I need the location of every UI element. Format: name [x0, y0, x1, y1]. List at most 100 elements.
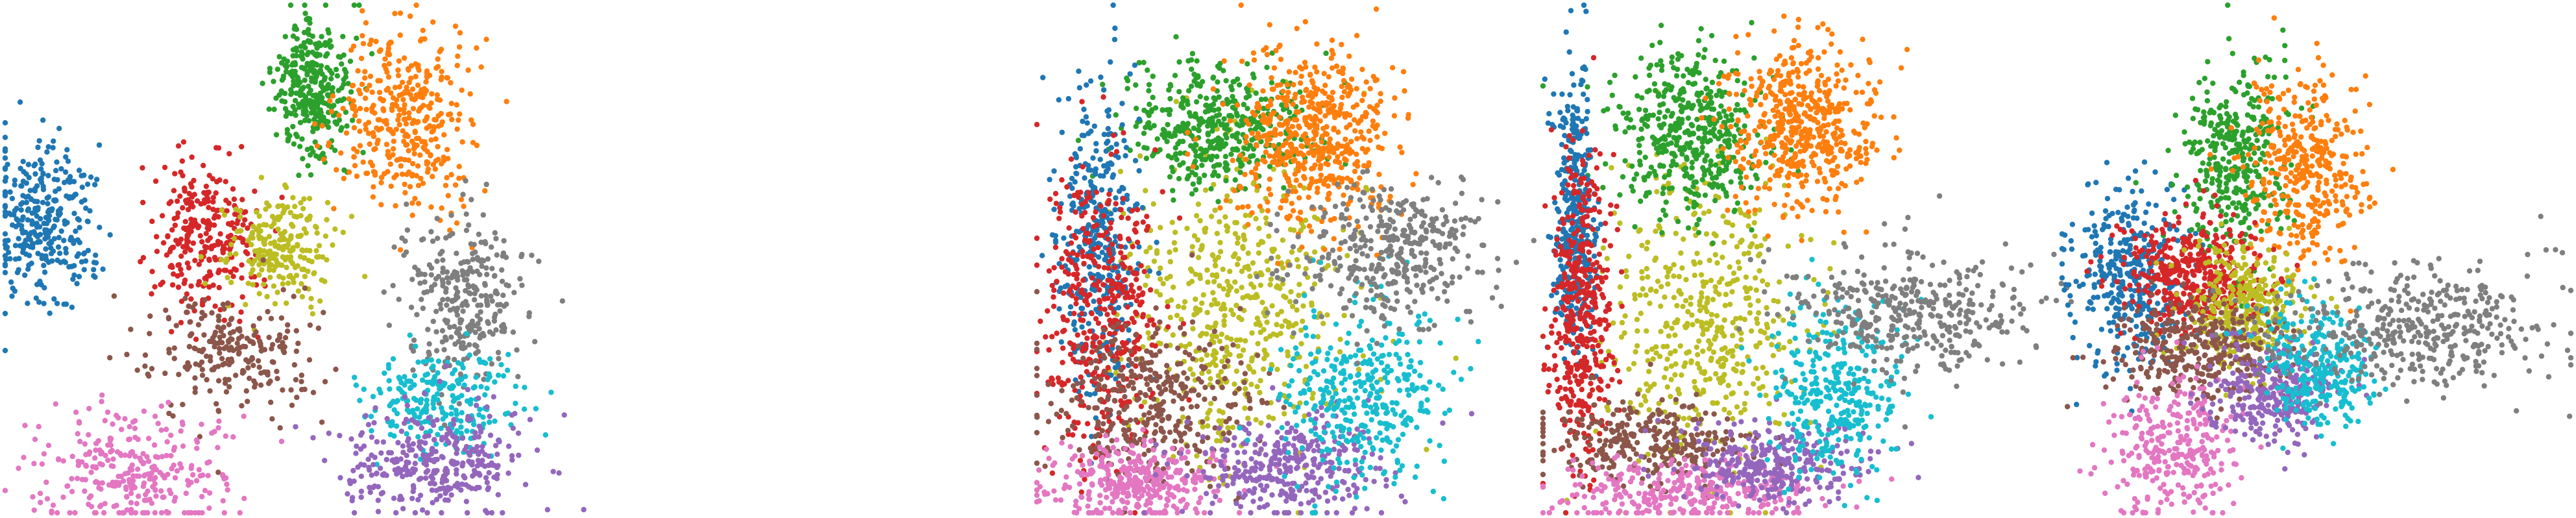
- scatter-point: [513, 401, 518, 406]
- scatter-point: [1326, 149, 1331, 154]
- scatter-point: [256, 228, 261, 234]
- scatter-point: [487, 419, 492, 425]
- scatter-point: [8, 212, 14, 217]
- scatter-point: [1124, 86, 1130, 92]
- scatter-point: [305, 163, 311, 169]
- scatter-point: [1182, 343, 1189, 350]
- scatter-point: [1160, 189, 1165, 195]
- scatter-point: [358, 462, 364, 467]
- scatter-point: [382, 62, 387, 69]
- scatter-point: [1034, 235, 1040, 241]
- cluster-2-points: [260, 2, 375, 179]
- scatter-point: [1289, 249, 1295, 255]
- scatter-point: [1118, 206, 1124, 213]
- scatter-point: [1232, 177, 1238, 183]
- scatter-point: [1287, 109, 1293, 116]
- scatter-point: [480, 443, 485, 449]
- scatter-point: [461, 259, 467, 265]
- scatter-point: [197, 473, 203, 479]
- scatter-point: [1145, 330, 1151, 336]
- scatter-point: [1251, 57, 1258, 63]
- scatter-point: [1226, 99, 1232, 105]
- scatter-point: [45, 443, 52, 449]
- scatter-point: [230, 434, 236, 440]
- scatter-point: [119, 510, 125, 516]
- scatter-point: [1311, 281, 1318, 287]
- scatter-point: [172, 171, 178, 177]
- scatter-point: [319, 419, 325, 425]
- scatter-point: [1221, 58, 1227, 64]
- scatter-point: [1169, 155, 1174, 161]
- scatter-point: [347, 58, 354, 64]
- scatter-point: [415, 62, 421, 68]
- scatter-point: [66, 264, 72, 270]
- scatter-point: [1224, 135, 1230, 141]
- scatter-point: [62, 169, 69, 175]
- scatter-point: [416, 443, 422, 449]
- scatter-point: [183, 490, 189, 497]
- scatter-point: [1119, 214, 1124, 221]
- scatter-point: [21, 454, 27, 460]
- scatter-point: [409, 277, 415, 282]
- scatter-point: [1326, 154, 1332, 160]
- scatter-point: [1046, 347, 1052, 353]
- scatter-point: [460, 308, 466, 314]
- scatter-point: [1366, 129, 1372, 134]
- scatter-point: [311, 68, 317, 74]
- scatter-point: [77, 240, 83, 245]
- scatter-point: [178, 319, 184, 326]
- scatter-point: [409, 200, 415, 206]
- scatter-point: [1123, 153, 1128, 159]
- scatter-point: [1167, 249, 1173, 255]
- scatter-point: [1214, 154, 1220, 160]
- scatter-point: [1424, 447, 1429, 452]
- scatter-point: [324, 51, 330, 57]
- scatter-point: [222, 360, 228, 367]
- scatter-point: [1167, 82, 1173, 88]
- scatter-point: [284, 184, 289, 190]
- scatter-point: [1244, 293, 1250, 299]
- scatter-point: [515, 374, 521, 380]
- scatter-point: [1045, 308, 1051, 314]
- scatter-point: [1337, 336, 1343, 342]
- scatter-point: [312, 77, 318, 84]
- scatter-point: [1379, 145, 1385, 151]
- scatter-point: [409, 173, 415, 179]
- scatter-point: [234, 221, 240, 227]
- scatter-point: [185, 360, 191, 366]
- scatter-point: [406, 115, 412, 121]
- scatter-point: [440, 416, 446, 422]
- scatter-point: [268, 262, 274, 268]
- scatter-point: [360, 149, 366, 156]
- scatter-point: [433, 441, 439, 447]
- scatter-point: [287, 210, 293, 216]
- scatter-point: [472, 329, 478, 336]
- scatter-point: [448, 411, 454, 417]
- scatter-point: [438, 110, 444, 117]
- scatter-point: [124, 493, 130, 500]
- scatter-point: [1191, 312, 1197, 318]
- scatter-point: [1164, 107, 1170, 113]
- scatter-point: [86, 406, 92, 412]
- scatter-point: [271, 106, 277, 112]
- scatter-point: [295, 288, 302, 294]
- scatter-point: [1121, 196, 1126, 202]
- scatter-point: [422, 390, 428, 397]
- scatter-point: [371, 103, 376, 108]
- scatter-point: [1252, 112, 1258, 118]
- scatter-point: [1141, 60, 1147, 66]
- scatter-point: [467, 352, 472, 358]
- scatter-point: [250, 323, 256, 329]
- scatter-point: [1133, 123, 1139, 129]
- scatter-point: [333, 366, 339, 373]
- scatter-point: [509, 412, 515, 418]
- scatter-point: [1311, 249, 1318, 255]
- scatter-point: [73, 409, 79, 415]
- scatter-point: [224, 481, 230, 487]
- scatter-point: [454, 273, 461, 280]
- scatter-point: [243, 357, 249, 363]
- scatter-point: [1158, 225, 1163, 230]
- scatter-point: [1109, 161, 1115, 167]
- scatter-point: [196, 347, 202, 354]
- scatter-point: [169, 245, 175, 251]
